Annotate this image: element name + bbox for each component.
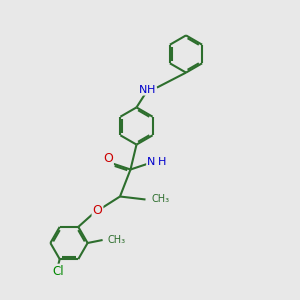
- Text: N: N: [147, 157, 155, 167]
- Text: N: N: [139, 85, 147, 95]
- Text: CH₃: CH₃: [152, 194, 169, 205]
- Text: O: O: [103, 152, 113, 166]
- Text: H: H: [158, 157, 166, 167]
- Text: O: O: [93, 203, 102, 217]
- Text: H: H: [147, 85, 156, 95]
- Text: Cl: Cl: [52, 265, 64, 278]
- Text: CH₃: CH₃: [107, 235, 125, 245]
